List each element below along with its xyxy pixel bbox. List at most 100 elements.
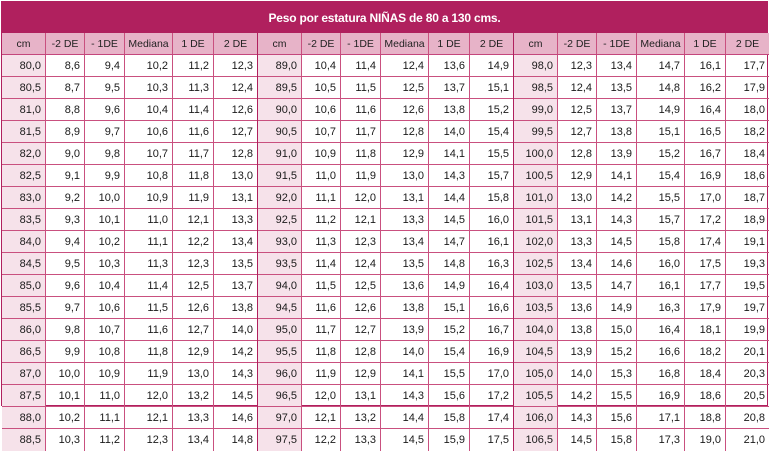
height-cell: 82,5 [2,165,46,186]
height-cell: 104,0 [514,319,558,340]
height-cell: 80,5 [2,77,46,98]
weight-cell: 13,7 [231,279,253,292]
weight-cell: 12,6 [341,297,381,318]
weight-cell: 12,8 [231,147,253,160]
height-cell: 85,5 [2,297,46,318]
table-row: 93,0 11,3 12,3 13,4 14,7 16,1 [258,231,513,253]
weight-cell: 16,9 [487,345,509,358]
weight-cell: 9,8 [46,319,85,340]
height-cell: 91,0 [258,143,302,164]
weight-cell: 17,2 [685,209,726,230]
weight-cell: 15,8 [597,429,637,451]
weight-cell: 19,0 [685,429,726,451]
weight-cell: 15,6 [429,385,470,406]
table-row: 86,5 9,9 10,8 11,8 12,9 14,2 [2,341,257,363]
weight-cell: 14,0 [381,341,429,362]
height-cell: 87,5 [2,385,46,406]
table-row: 100,0 12,8 13,9 15,2 16,7 18,4 [514,143,769,165]
table-title: Peso por estatura NIÑAS de 80 a 130 cms. [2,2,767,33]
header-row: cm -2 DE - 1DE Mediana 1 DE 2 DE [2,33,257,55]
weight-cell: 8,6 [46,55,85,76]
weight-cell: 11,6 [125,319,173,340]
weight-cell: 11,9 [341,165,381,186]
weight-cell: 11,9 [302,363,341,384]
weight-cell: 13,6 [381,275,429,296]
height-cell: 103,0 [514,275,558,296]
table-row: 91,0 10,9 11,8 12,9 14,1 15,5 [258,143,513,165]
weight-cell: 13,8 [429,99,470,120]
weight-cell: 12,6 [381,99,429,120]
weight-cell: 16,1 [487,235,509,248]
weight-cell: 14,9 [637,99,685,120]
weight-cell: 13,0 [173,363,214,384]
table-row: 106,0 14,3 15,6 17,1 18,8 20,8 [514,407,769,429]
weight-cell: 11,6 [173,121,214,142]
weight-cell: 19,1 [743,235,765,248]
table-row: 95,0 11,7 12,7 13,9 15,2 16,7 [258,319,513,341]
weight-cell: 13,9 [558,341,597,362]
table-row: 98,5 12,4 13,5 14,8 16,2 17,9 [514,77,769,99]
table-block-1: cm -2 DE - 1DE Mediana 1 DE 2 DE 80,0 8,6 9,4 10,… [2,33,258,451]
height-cell: 94,0 [258,275,302,296]
weight-cell: 13,8 [231,301,253,314]
table-row: 83,5 9,3 10,1 11,0 12,1 13,3 [2,209,257,231]
weight-cell: 19,3 [743,257,765,270]
weight-cell: 11,7 [173,143,214,164]
height-cell: 102,5 [514,253,558,274]
height-cell: 92,5 [258,209,302,230]
weight-cell: 11,7 [341,121,381,142]
weight-cell: 14,2 [231,345,253,358]
height-cell: 96,5 [258,385,302,406]
weight-cell: 12,3 [125,429,173,451]
height-cell: 98,0 [514,55,558,76]
table-row: 90,5 10,7 11,7 12,8 14,0 15,4 [258,121,513,143]
weight-cell: 15,5 [429,363,470,384]
column-header: 1 DE [429,33,470,54]
weight-cell: 14,5 [558,429,597,451]
column-header: - 1DE [341,33,381,54]
table-row: 102,0 13,3 14,5 15,8 17,4 19,1 [514,231,769,253]
table-row: 87,5 10,1 11,0 12,0 13,2 14,5 [2,385,257,407]
table-row: 91,5 11,0 11,9 13,0 14,3 15,7 [258,165,513,187]
weight-cell: 17,1 [637,407,685,428]
column-header: -2 DE [558,33,597,54]
height-cell: 83,0 [2,187,46,208]
table-row: 98,0 12,3 13,4 14,7 16,1 17,7 [514,55,769,77]
table-row: 92,0 11,1 12,0 13,1 14,4 15,8 [258,187,513,209]
weight-cell: 17,0 [685,187,726,208]
height-cell: 99,0 [514,99,558,120]
weight-cell: 16,3 [637,297,685,318]
column-header: Mediana [637,33,685,54]
weight-cell: 12,7 [558,121,597,142]
weight-cell: 12,3 [558,55,597,76]
weight-cell: 17,9 [743,81,765,94]
weight-cell: 10,3 [46,429,85,451]
column-header: cm [514,33,558,54]
weight-cell: 11,4 [341,55,381,76]
weight-cell: 12,3 [231,59,253,72]
weight-cell: 12,0 [125,385,173,406]
table-block-3: cm -2 DE - 1DE Mediana 1 DE 2 DE 98,0 12,3 13,4 1… [514,33,769,451]
height-cell: 93,5 [258,253,302,274]
weight-cell: 13,5 [231,257,253,270]
table-row: 89,5 10,5 11,5 12,5 13,7 15,1 [258,77,513,99]
column-header: cm [2,33,46,54]
weight-cell: 18,6 [685,385,726,406]
weight-cell: 16,3 [487,257,509,270]
weight-cell: 11,8 [125,341,173,362]
weight-cell: 9,7 [46,297,85,318]
weight-cell: 11,3 [125,253,173,274]
height-cell: 92,0 [258,187,302,208]
height-cell: 95,0 [258,319,302,340]
weight-cell: 20,8 [743,411,765,424]
weight-cell: 17,7 [685,275,726,296]
weight-cell: 14,3 [429,165,470,186]
height-cell: 100,5 [514,165,558,186]
weight-cell: 14,1 [429,143,470,164]
height-cell: 81,0 [2,99,46,120]
weight-cell: 15,0 [597,319,637,340]
weight-cell: 13,4 [558,253,597,274]
table-row: 105,0 14,0 15,3 16,8 18,4 20,3 [514,363,769,385]
weight-cell: 19,7 [743,301,765,314]
weight-cell: 13,6 [558,297,597,318]
